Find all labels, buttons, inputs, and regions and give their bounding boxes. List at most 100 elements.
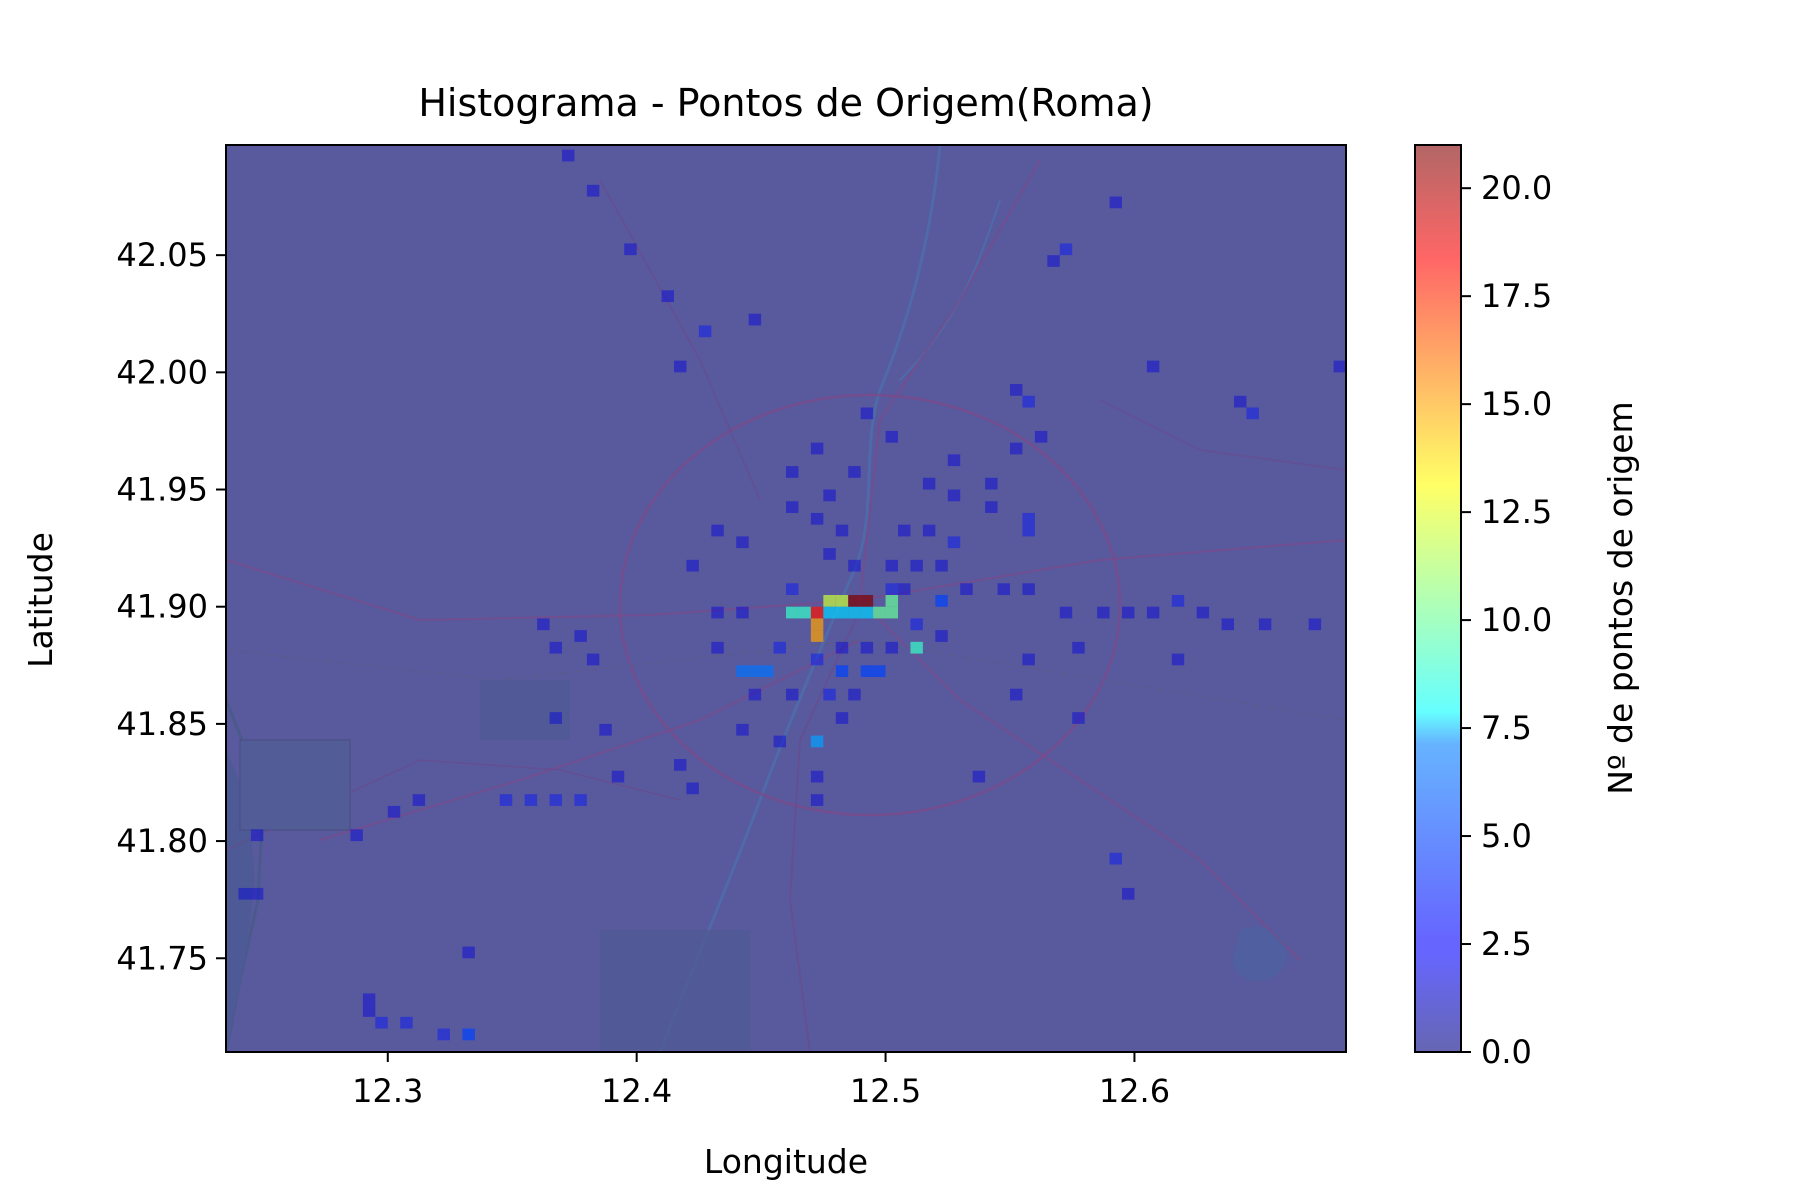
heatmap-cell (935, 559, 948, 572)
y-tick-label: 41.95 (116, 471, 208, 509)
heatmap-cell (860, 407, 874, 420)
heatmap-cell (362, 993, 376, 1006)
map-rail (226, 639, 1346, 721)
heatmap-cell (499, 794, 513, 806)
heatmap-cell (736, 723, 749, 736)
colorbar-tick-label: 10.0 (1481, 601, 1552, 639)
heatmap-cell (823, 594, 836, 607)
heatmap-cell (1234, 395, 1247, 408)
heatmap-cell (574, 794, 587, 806)
heatmap-cell (674, 360, 687, 373)
heatmap-cell (773, 641, 786, 654)
heatmap-cell (835, 665, 849, 678)
map-airport (239, 739, 351, 831)
colorbar-tick-label: 12.5 (1481, 493, 1552, 531)
heatmap-cell (910, 641, 923, 654)
map-background (226, 145, 1346, 1052)
heatmap-cells (238, 149, 1346, 1041)
heatmap-cell (810, 653, 824, 666)
heatmap-cell (786, 688, 799, 701)
heatmap-cell (935, 594, 948, 607)
heatmap-cell (400, 1016, 413, 1029)
heatmap-cell (238, 887, 251, 900)
heatmap-cell (922, 524, 936, 537)
heatmap-cell (250, 887, 264, 900)
heatmap-cell (698, 325, 712, 338)
heatmap-cell (972, 770, 986, 783)
heatmap-cell (885, 594, 898, 607)
plot-frame (225, 144, 1347, 1053)
heatmap-cell (1022, 583, 1035, 595)
heatmap-cell (711, 524, 724, 537)
heatmap-cell (786, 583, 799, 595)
heatmap-cell (823, 548, 836, 560)
heatmap-cell (810, 735, 824, 748)
map-road-3 (869, 609, 1301, 961)
heatmap-cell (549, 794, 562, 806)
map-lake (1232, 926, 1287, 981)
heatmap-cell (885, 583, 898, 595)
colorbar-tick-label: 0.0 (1481, 1033, 1532, 1071)
heatmap-cell (786, 606, 799, 619)
heatmap-cell (736, 536, 749, 549)
heatmap-cell (1022, 512, 1035, 525)
heatmap-cell (1010, 384, 1023, 396)
heatmap-cell (1072, 712, 1085, 724)
heatmap-cell (1072, 641, 1085, 654)
colorbar-tick-label: 5.0 (1481, 817, 1532, 855)
y-tick-label: 42.05 (116, 236, 208, 274)
heatmap-cell (748, 688, 762, 701)
colorbar-tick-label: 15.0 (1481, 385, 1552, 423)
heatmap-cell (773, 735, 786, 748)
heatmap-cell (910, 618, 923, 631)
heatmap-cell (786, 501, 799, 513)
y-tick-label: 41.80 (116, 822, 208, 860)
heatmap-cell (1308, 618, 1322, 631)
heatmap-cell (1171, 653, 1185, 666)
heatmap-cell (611, 770, 625, 783)
heatmap-cell (947, 454, 961, 467)
heatmap-cell (947, 536, 961, 549)
heatmap-cell (586, 184, 600, 197)
heatmap-cell (823, 688, 836, 701)
heatmap-cell (885, 641, 898, 654)
map-road-7 (599, 179, 761, 501)
heatmap-cell (1010, 442, 1023, 455)
heatmap-cell (1022, 524, 1035, 537)
heatmap-cell (1196, 606, 1210, 619)
map-river (658, 145, 942, 1052)
heatmap-cell (960, 583, 973, 595)
heatmap-cell (574, 630, 587, 642)
heatmap-cell (1122, 606, 1135, 619)
x-tick-label: 12.5 (850, 1072, 921, 1110)
heatmap-cell (674, 759, 687, 771)
heatmap-cell (835, 712, 849, 724)
heatmap-cell (935, 630, 948, 642)
heatmap-cell (873, 606, 886, 619)
heatmap-cell (1047, 255, 1060, 267)
heatmap-cell (860, 641, 874, 654)
heatmap-cell (686, 782, 699, 795)
heatmap-cell (810, 512, 824, 525)
heatmap-cell (848, 594, 861, 607)
heatmap-cell (1059, 606, 1073, 619)
heatmap-cell (823, 489, 836, 502)
heatmap-cell (1171, 594, 1185, 607)
heatmap-cell (848, 559, 861, 572)
colorbar: 0.0 2.5 5.0 7.5 10.0 12.5 15.0 17.5 20.0 Nº de p… (1414, 144, 1640, 1071)
heatmap-cell (1109, 852, 1122, 865)
map-ring-road (618, 393, 1122, 817)
heatmap-cell (537, 618, 550, 631)
map-road-1 (226, 539, 1346, 622)
heatmap-cell (860, 665, 874, 678)
y-tick-label: 41.85 (116, 705, 208, 743)
colorbar-tick-label: 20.0 (1481, 169, 1552, 207)
heatmap-cell (1097, 606, 1110, 619)
heatmap-cell (835, 594, 849, 607)
heatmap-cell (686, 559, 699, 572)
heatmap-cell (1146, 360, 1160, 373)
heatmap-cell (387, 805, 401, 818)
colorbar-tick-label: 17.5 (1481, 277, 1552, 315)
colorbar-label: Nº de pontos de origem (1601, 401, 1640, 794)
heatmap-cell (885, 430, 898, 443)
